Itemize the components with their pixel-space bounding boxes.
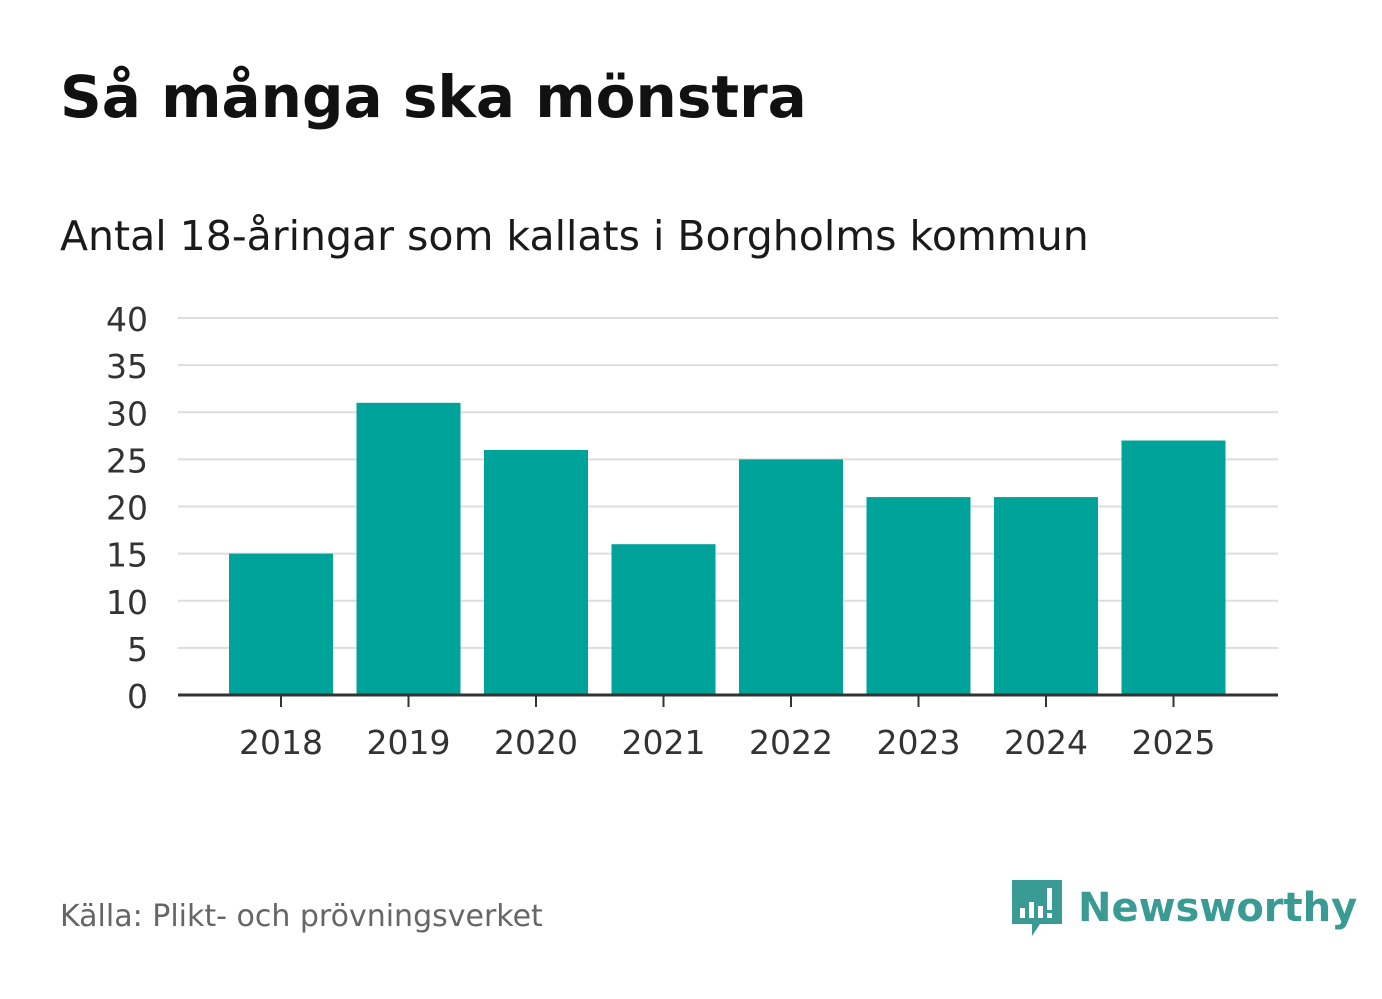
y-tick-label: 25 xyxy=(106,441,148,480)
bar-2020 xyxy=(484,449,588,695)
chart-title: Så många ska mönstra xyxy=(60,63,807,131)
bar-2025 xyxy=(1121,440,1226,695)
bars xyxy=(229,402,1226,695)
bar-2018 xyxy=(229,553,333,695)
y-tick-label: 5 xyxy=(127,630,148,669)
y-tick-label: 15 xyxy=(106,536,148,575)
newsworthy-logo: Newsworthy xyxy=(1010,878,1357,938)
x-tick-label: 2022 xyxy=(749,723,833,762)
x-tick-label: 2024 xyxy=(1004,723,1088,762)
y-tick-label: 0 xyxy=(127,677,148,716)
y-tick-label: 40 xyxy=(106,300,148,339)
y-tick-label: 30 xyxy=(106,394,148,433)
bar-2021 xyxy=(611,544,716,695)
bar-2023 xyxy=(866,497,971,695)
y-tick-label: 20 xyxy=(106,489,148,528)
x-tick-label: 2025 xyxy=(1132,723,1216,762)
y-tick-label: 10 xyxy=(106,583,148,622)
bar-2019 xyxy=(356,402,461,695)
x-tick-label: 2021 xyxy=(622,723,706,762)
y-tick-label: 35 xyxy=(106,347,148,386)
bar-2024 xyxy=(994,497,1098,695)
x-tick-label: 2023 xyxy=(877,723,961,762)
chat-bubble-bar-chart-icon xyxy=(1012,880,1062,936)
brand-name: Newsworthy xyxy=(1078,885,1358,931)
x-tick-label: 2018 xyxy=(239,723,323,762)
bar-2022 xyxy=(739,459,843,695)
source-note: Källa: Plikt- och prövningsverket xyxy=(60,899,543,934)
chart-subtitle: Antal 18-åringar som kallats i Borgholms… xyxy=(60,212,1089,260)
x-tick-label: 2020 xyxy=(494,723,578,762)
x-tick-label: 2019 xyxy=(367,723,451,762)
gridlines xyxy=(178,317,1278,649)
